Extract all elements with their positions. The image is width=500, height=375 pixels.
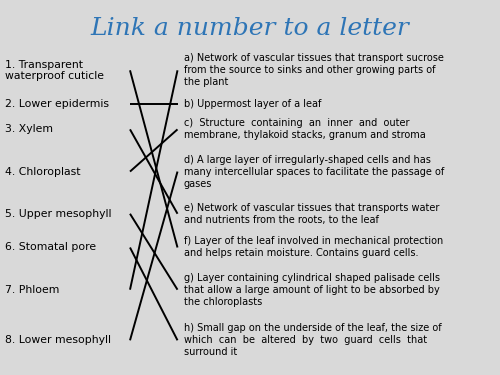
Text: Link a number to a letter: Link a number to a letter: [90, 17, 409, 40]
Text: h) Small gap on the underside of the leaf, the size of
which  can  be  altered  : h) Small gap on the underside of the lea…: [184, 323, 442, 357]
Text: c)  Structure  containing  an  inner  and  outer
membrane, thylakoid stacks, gra: c) Structure containing an inner and out…: [184, 118, 426, 140]
Text: 5. Upper mesophyll: 5. Upper mesophyll: [5, 209, 112, 219]
Text: 4. Chloroplast: 4. Chloroplast: [5, 166, 80, 177]
Text: 7. Phloem: 7. Phloem: [5, 285, 60, 295]
Text: 8. Lower mesophyll: 8. Lower mesophyll: [5, 335, 111, 345]
Text: b) Uppermost layer of a leaf: b) Uppermost layer of a leaf: [184, 99, 322, 109]
Text: a) Network of vascular tissues that transport sucrose
from the source to sinks a: a) Network of vascular tissues that tran…: [184, 53, 444, 87]
Text: 2. Lower epidermis: 2. Lower epidermis: [5, 99, 109, 109]
Text: f) Layer of the leaf involved in mechanical protection
and helps retain moisture: f) Layer of the leaf involved in mechani…: [184, 237, 444, 258]
Text: 1. Transparent
waterproof cuticle: 1. Transparent waterproof cuticle: [5, 60, 104, 81]
Text: d) A large layer of irregularly-shaped cells and has
many intercellular spaces t: d) A large layer of irregularly-shaped c…: [184, 154, 444, 189]
Text: g) Layer containing cylindrical shaped palisade cells
that allow a large amount : g) Layer containing cylindrical shaped p…: [184, 273, 440, 307]
Text: 6. Stomatal pore: 6. Stomatal pore: [5, 243, 96, 252]
Text: 3. Xylem: 3. Xylem: [5, 124, 53, 134]
Text: e) Network of vascular tissues that transports water
and nutrients from the root: e) Network of vascular tissues that tran…: [184, 203, 440, 225]
